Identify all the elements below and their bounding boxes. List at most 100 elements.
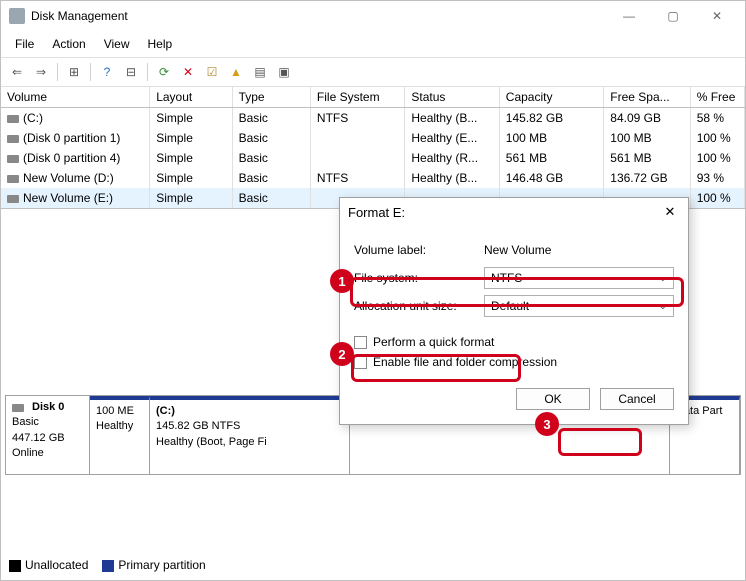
quick-format-label: Perform a quick format	[373, 335, 494, 349]
window-controls: ― ▢ ✕	[609, 2, 737, 30]
back-icon[interactable]: ⇐	[7, 62, 27, 82]
volume-icon	[7, 115, 19, 123]
chevron-down-icon: ⌄	[659, 301, 667, 312]
column-header[interactable]: Layout	[150, 87, 232, 108]
legend: Unallocated Primary partition	[9, 558, 206, 572]
table-cell: Basic	[232, 168, 310, 188]
alloc-unit-label: Allocation unit size:	[354, 299, 484, 313]
cancel-button[interactable]: Cancel	[600, 388, 674, 410]
table-cell: Simple	[150, 148, 232, 168]
table-cell: Simple	[150, 128, 232, 148]
file-system-row: File system: NTFS ⌄	[354, 266, 674, 290]
disk-type: Basic	[12, 415, 83, 430]
compression-checkbox[interactable]	[354, 356, 367, 369]
table-cell: New Volume (E:)	[1, 188, 150, 208]
menu-help[interactable]: Help	[140, 33, 181, 55]
volume-label-value[interactable]: New Volume	[484, 243, 674, 257]
table-view-icon[interactable]: ⊞	[64, 62, 84, 82]
help-icon[interactable]: ?	[97, 62, 117, 82]
alloc-unit-combo[interactable]: Default ⌄	[484, 295, 674, 317]
minimize-button[interactable]: ―	[609, 2, 649, 30]
dialog-titlebar: Format E: ✕	[340, 198, 688, 226]
disk-management-window: Disk Management ― ▢ ✕ File Action View H…	[0, 0, 746, 581]
table-row[interactable]: (C:)SimpleBasicNTFSHealthy (B...145.82 G…	[1, 108, 745, 129]
compression-label: Enable file and folder compression	[373, 355, 557, 369]
table-cell: 84.09 GB	[604, 108, 690, 129]
table-cell: 100 %	[690, 188, 744, 208]
column-header[interactable]: Type	[232, 87, 310, 108]
menu-view[interactable]: View	[96, 33, 138, 55]
volume-icon	[7, 175, 19, 183]
menu-action[interactable]: Action	[44, 33, 93, 55]
format-dialog: Format E: ✕ Volume label: New Volume Fil…	[339, 197, 689, 425]
partition[interactable]: 100 MEHealthy	[90, 396, 150, 474]
settings-icon[interactable]: ▣	[274, 62, 294, 82]
table-cell: (C:)	[1, 108, 150, 129]
toolbar-separator	[147, 63, 148, 81]
table-cell: 561 MB	[499, 148, 603, 168]
table-row[interactable]: (Disk 0 partition 4)SimpleBasic Healthy (…	[1, 148, 745, 168]
app-icon	[9, 8, 25, 24]
disk-icon	[12, 404, 24, 412]
maximize-button[interactable]: ▢	[653, 2, 693, 30]
legend-item: Unallocated	[9, 558, 88, 572]
disk-name: Disk 0	[32, 400, 64, 415]
table-cell: Basic	[232, 148, 310, 168]
ok-button[interactable]: OK	[516, 388, 590, 410]
titlebar: Disk Management ― ▢ ✕	[1, 1, 745, 31]
file-system-label: File system:	[354, 271, 484, 285]
table-cell: (Disk 0 partition 1)	[1, 128, 150, 148]
compression-row[interactable]: Enable file and folder compression	[354, 352, 674, 372]
table-cell: Basic	[232, 108, 310, 129]
table-cell: NTFS	[310, 108, 404, 129]
close-button[interactable]: ✕	[697, 2, 737, 30]
delete-icon[interactable]: ✕	[178, 62, 198, 82]
column-header[interactable]: Capacity	[499, 87, 603, 108]
table-row[interactable]: (Disk 0 partition 1)SimpleBasic Healthy (…	[1, 128, 745, 148]
file-system-combo[interactable]: NTFS ⌄	[484, 267, 674, 289]
table-cell: Basic	[232, 188, 310, 208]
alloc-unit-row: Allocation unit size: Default ⌄	[354, 294, 674, 318]
quick-format-checkbox[interactable]	[354, 336, 367, 349]
column-header[interactable]: Status	[405, 87, 499, 108]
volume-icon	[7, 135, 19, 143]
quick-format-row[interactable]: Perform a quick format	[354, 332, 674, 352]
table-cell: Simple	[150, 108, 232, 129]
refresh-icon[interactable]: ⟳	[154, 62, 174, 82]
table-cell: 561 MB	[604, 148, 690, 168]
dialog-body: Volume label: New Volume File system: NT…	[340, 226, 688, 424]
table-row[interactable]: New Volume (D:)SimpleBasicNTFSHealthy (B…	[1, 168, 745, 188]
properties-icon[interactable]: ▤	[250, 62, 270, 82]
list-icon[interactable]: ⊟	[121, 62, 141, 82]
toolbar-separator	[57, 63, 58, 81]
menubar: File Action View Help	[1, 31, 745, 58]
table-cell: 100 %	[690, 128, 744, 148]
disk-info: Disk 0 Basic 447.12 GB Online	[6, 396, 90, 474]
table-cell: (Disk 0 partition 4)	[1, 148, 150, 168]
file-system-value: NTFS	[491, 271, 522, 285]
table-cell: Simple	[150, 168, 232, 188]
table-cell	[310, 128, 404, 148]
partition[interactable]: (C:)145.82 GB NTFSHealthy (Boot, Page Fi	[150, 396, 350, 474]
menu-file[interactable]: File	[7, 33, 42, 55]
table-cell	[310, 148, 404, 168]
column-header[interactable]: Volume	[1, 87, 150, 108]
volume-table: VolumeLayoutTypeFile SystemStatusCapacit…	[1, 87, 745, 209]
table-cell: Healthy (E...	[405, 128, 499, 148]
column-header[interactable]: % Free	[690, 87, 744, 108]
check-icon[interactable]: ☑	[202, 62, 222, 82]
table-cell: Healthy (R...	[405, 148, 499, 168]
volume-icon	[7, 195, 19, 203]
legend-item: Primary partition	[102, 558, 205, 572]
column-header[interactable]: File System	[310, 87, 404, 108]
table-cell: Basic	[232, 128, 310, 148]
column-header[interactable]: Free Spa...	[604, 87, 690, 108]
folder-up-icon[interactable]: ▲	[226, 62, 246, 82]
volume-icon	[7, 155, 19, 163]
dialog-close-button[interactable]: ✕	[660, 204, 680, 220]
table-cell: NTFS	[310, 168, 404, 188]
table-cell: 146.48 GB	[499, 168, 603, 188]
legend-swatch	[9, 560, 21, 572]
table-cell: 100 MB	[499, 128, 603, 148]
forward-icon[interactable]: ⇒	[31, 62, 51, 82]
